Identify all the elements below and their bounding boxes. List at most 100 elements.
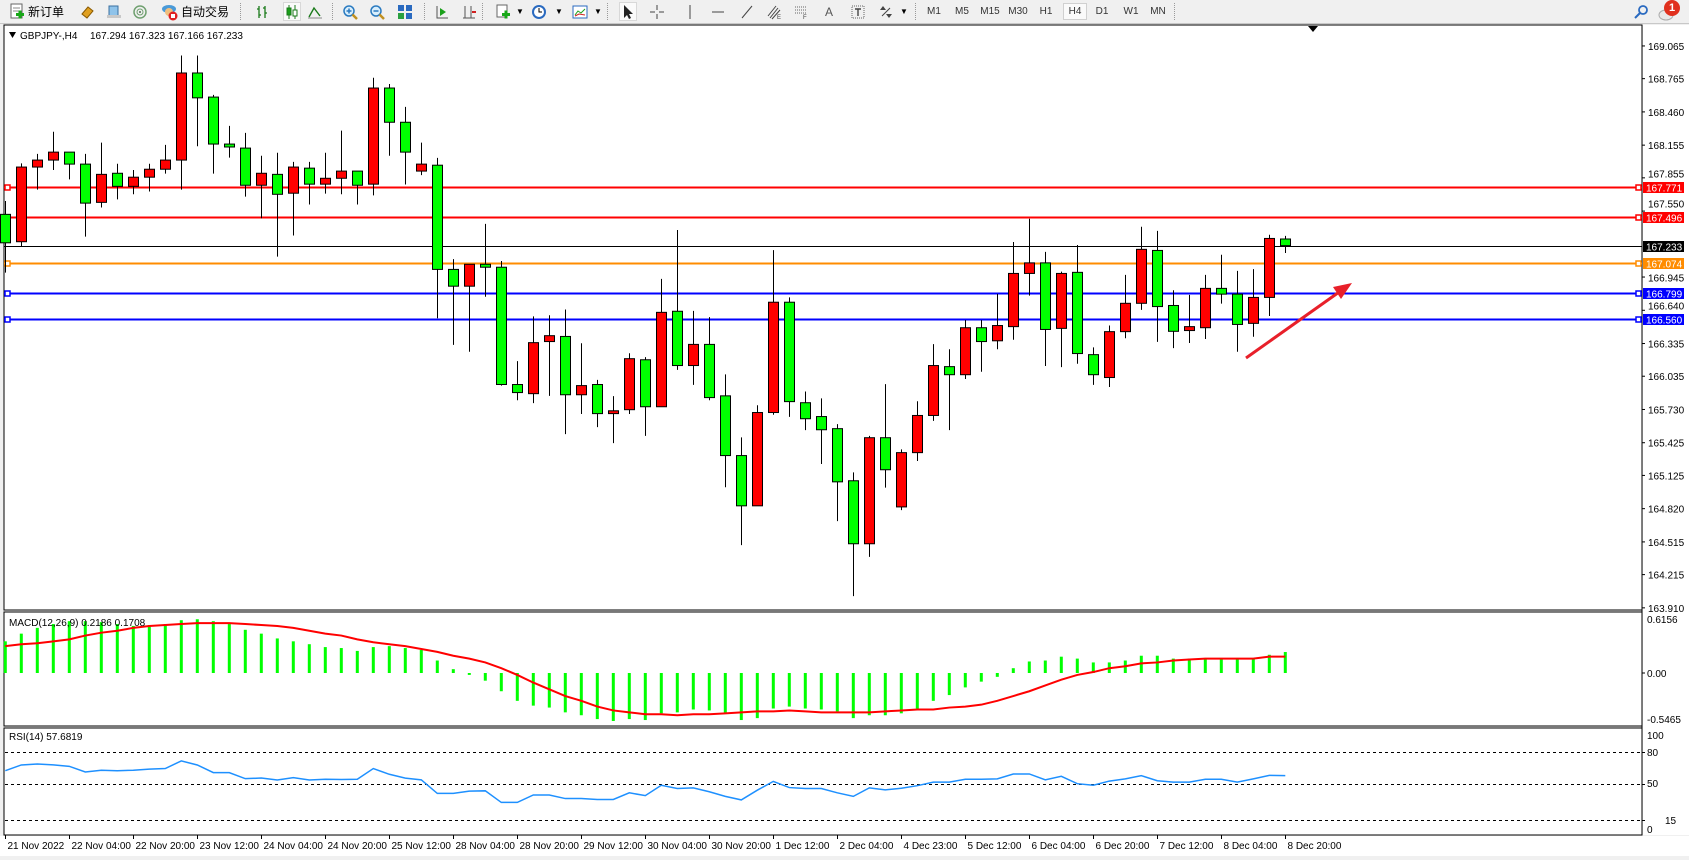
vertical-line-button[interactable]	[681, 2, 699, 21]
macd-histogram-bar	[803, 673, 807, 709]
timeframe-m15[interactable]: M15	[980, 6, 1000, 17]
time-axis-area	[0, 836, 1689, 856]
market-watch-button[interactable]	[78, 2, 96, 21]
periods-button[interactable]	[530, 2, 548, 21]
symbol-menu-triangle-icon[interactable]	[9, 32, 16, 38]
chevron-down-icon[interactable]: ▼	[555, 7, 563, 16]
price-axis-area[interactable]	[1643, 25, 1689, 835]
bearish-candle	[1216, 254, 1227, 304]
bearish-candle	[816, 398, 827, 464]
toolbar-separator	[1174, 3, 1176, 20]
macd-histogram-bar	[771, 673, 775, 709]
crosshair-icon	[650, 4, 664, 19]
zoom-out-button[interactable]	[368, 2, 386, 21]
auto-scroll-button[interactable]	[433, 2, 451, 21]
timeframe-m1[interactable]: M1	[927, 6, 941, 17]
navigator-button[interactable]	[105, 2, 123, 21]
bullish-candle	[544, 315, 555, 396]
chevron-down-icon[interactable]: ▼	[900, 7, 908, 16]
macd-histogram-bar	[307, 644, 311, 673]
bearish-candle	[64, 151, 75, 180]
line-handle-icon[interactable]	[1635, 316, 1642, 323]
bearish-candle	[976, 320, 987, 372]
bullish-candle	[960, 320, 971, 380]
macd-pane[interactable]	[3, 611, 1643, 727]
line-handle-icon[interactable]	[1635, 290, 1642, 297]
text-label-button[interactable]	[849, 2, 867, 21]
macd-histogram-bar	[915, 673, 919, 709]
candle-body	[720, 395, 731, 457]
timeframe-mn[interactable]: MN	[1150, 6, 1166, 17]
horizontal-line-button[interactable]	[709, 2, 727, 21]
macd-histogram-bar	[755, 673, 759, 719]
rsi-pane[interactable]	[3, 727, 1643, 836]
macd-histogram-bar	[211, 621, 215, 673]
candle-body	[704, 343, 715, 399]
auto-trading-button[interactable]: 自动交易	[160, 2, 229, 21]
timeframe-w1[interactable]: W1	[1123, 6, 1139, 17]
candle-body	[1248, 296, 1259, 324]
macd-histogram-bar	[131, 625, 135, 673]
time-tick-label: 1 Dec 12:00	[776, 841, 830, 852]
tile-windows-button[interactable]	[396, 2, 414, 21]
cursor-button[interactable]	[619, 2, 637, 21]
candle-body	[928, 365, 939, 416]
line-handle-icon[interactable]	[4, 316, 11, 323]
line-handle-icon[interactable]	[4, 290, 11, 297]
timeframe-m5[interactable]: M5	[955, 6, 969, 17]
new-order-button[interactable]: 新订单	[8, 2, 64, 21]
text-button[interactable]: A	[820, 2, 838, 21]
macd-histogram-bar	[1267, 654, 1271, 673]
time-tick-label: 8 Dec 04:00	[1224, 841, 1278, 852]
bar-chart-button[interactable]	[253, 2, 271, 21]
rsi-series	[5, 752, 1645, 821]
macd-histogram-bar	[867, 673, 871, 716]
line-handle-icon[interactable]	[4, 184, 11, 191]
bullish-candle	[336, 130, 347, 195]
indicators-button[interactable]	[494, 2, 512, 21]
notification-badge[interactable]: 1	[1664, 0, 1680, 16]
templates-button[interactable]	[571, 2, 589, 21]
zoom-in-button[interactable]	[341, 2, 359, 21]
line-chart-button[interactable]	[306, 2, 324, 21]
candle-body	[1040, 262, 1051, 330]
time-tick-label: 24 Nov 20:00	[328, 841, 388, 852]
bullish-candle	[624, 353, 635, 415]
macd-histogram-bar	[163, 624, 167, 673]
arrow-annotation[interactable]	[1245, 283, 1352, 360]
timeframe-h1[interactable]: H1	[1039, 6, 1053, 17]
chevron-down-icon[interactable]: ▼	[516, 7, 524, 16]
candle-body	[64, 151, 75, 165]
arrows-button[interactable]	[877, 2, 895, 21]
timeframe-m30[interactable]: M30	[1008, 6, 1028, 17]
chart-shift-marker-icon[interactable]	[1308, 26, 1318, 32]
chart-shift-button[interactable]	[460, 2, 478, 21]
candlestick-button[interactable]	[283, 2, 301, 21]
candle-body	[400, 121, 411, 153]
candle-body	[896, 452, 907, 508]
signals-button[interactable]	[131, 2, 149, 21]
crosshair-button[interactable]	[648, 2, 666, 21]
bearish-candle	[512, 361, 523, 401]
timeframe-h4[interactable]: H4	[1063, 3, 1087, 20]
macd-histogram-bar	[691, 673, 695, 710]
bullish-candle	[1024, 218, 1035, 296]
chevron-down-icon[interactable]: ▼	[594, 7, 602, 16]
indicators-icon	[496, 4, 510, 18]
price-tick-label: 166.035	[1648, 372, 1685, 383]
bar-chart-icon	[257, 5, 267, 18]
price-pane[interactable]	[3, 24, 1643, 611]
timeframe-d1[interactable]: D1	[1095, 6, 1109, 17]
line-handle-icon[interactable]	[1635, 214, 1642, 221]
macd-histogram-bar	[19, 633, 23, 673]
fibonacci-button[interactable]: E	[765, 2, 783, 21]
search-button[interactable]	[1632, 2, 1650, 21]
trendline-button[interactable]	[738, 2, 756, 21]
bullish-candle	[464, 263, 475, 352]
candle-body	[1072, 271, 1083, 355]
line-handle-icon[interactable]	[1635, 184, 1642, 191]
macd-histogram-bar	[787, 673, 791, 707]
line-handle-icon[interactable]	[1635, 260, 1642, 267]
fibo-fan-button[interactable]: F	[792, 2, 810, 21]
